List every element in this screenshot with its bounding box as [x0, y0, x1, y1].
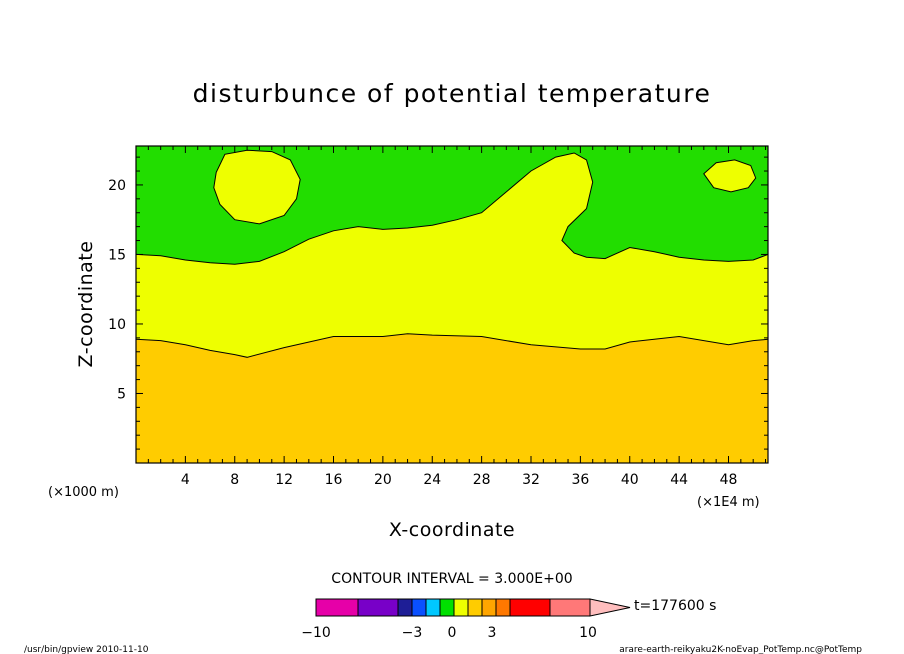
colorbar: [315, 598, 631, 617]
colorbar-cell: [509, 598, 551, 617]
colorbar-cell: [439, 598, 455, 617]
y-tick-label: 5: [117, 386, 126, 402]
colorbar-cell: [357, 598, 399, 617]
contour-fill: [136, 146, 768, 463]
footer-right: arare-earth-reikyaku2K-noEvap_PotTemp.nc…: [619, 645, 862, 654]
colorbar-cell: [411, 598, 427, 617]
x-tick-label: 40: [621, 472, 639, 488]
x-tick-label: 24: [423, 472, 441, 488]
contour-line-island-2: [703, 159, 757, 193]
x-tick-label: 28: [473, 472, 491, 488]
y-tick-label: 15: [108, 247, 126, 263]
region-yellow-island-1: [213, 150, 301, 224]
x-tick-label: 4: [181, 472, 190, 488]
y-tick-label: 10: [108, 317, 126, 333]
colorbar-cell: [315, 598, 359, 617]
x-tick-label: 16: [325, 472, 343, 488]
x-tick-label: 20: [374, 472, 392, 488]
plot-frame: [135, 145, 769, 464]
contour-line-island-1: [213, 149, 301, 225]
footer-left: /usr/bin/gpview 2010-11-10: [24, 645, 149, 654]
chart-title: disturbunce of potential temperature: [193, 79, 712, 108]
colorbar-cell: [425, 598, 441, 617]
colorbar-cell: [397, 598, 413, 617]
contour-lines: [135, 149, 769, 358]
colorbar-label: −10: [301, 625, 331, 641]
colorbar-extension: [589, 598, 631, 617]
contour-interval: CONTOUR INTERVAL = 3.000E+00: [331, 571, 572, 587]
colorbar-label: 3: [488, 625, 497, 641]
y-axis-label: Z-coordinate: [75, 241, 97, 368]
y-tick-labels: 5 10 15 20: [108, 178, 126, 403]
x-tick-label: 48: [720, 472, 738, 488]
colorbar-label: 0: [448, 625, 457, 641]
x-axis-label: X-coordinate: [389, 519, 515, 541]
time-label: t=177600 s: [634, 598, 716, 614]
x-tick-labels: 4 8 12 16 20 24 28 32 36 40 44 48: [181, 472, 738, 488]
colorbar-cell: [453, 598, 469, 617]
colorbar-cell: [481, 598, 497, 617]
colorbar-label: 10: [579, 625, 597, 641]
x-tick-label: 36: [571, 472, 589, 488]
contour-line-upper: [135, 152, 769, 265]
contour-line-lower: [135, 333, 769, 358]
colorbar-cell: [467, 598, 483, 617]
x-tick-label: 44: [670, 472, 688, 488]
x-tick-label: 12: [275, 472, 293, 488]
axis-ticks: [136, 146, 768, 463]
x-unit-left: (×1000 m): [48, 485, 119, 500]
colorbar-cell: [549, 598, 591, 617]
x-unit-right: (×1E4 m): [697, 495, 760, 510]
colorbar-cell: [495, 598, 511, 617]
colorbar-labels: −10 −3 0 3 10: [301, 625, 597, 641]
region-orange: [136, 333, 768, 463]
y-tick-label: 20: [108, 178, 126, 194]
region-yellow-island-2: [703, 159, 756, 192]
x-tick-label: 8: [230, 472, 239, 488]
x-tick-label: 32: [522, 472, 540, 488]
colorbar-label: −3: [402, 625, 423, 641]
